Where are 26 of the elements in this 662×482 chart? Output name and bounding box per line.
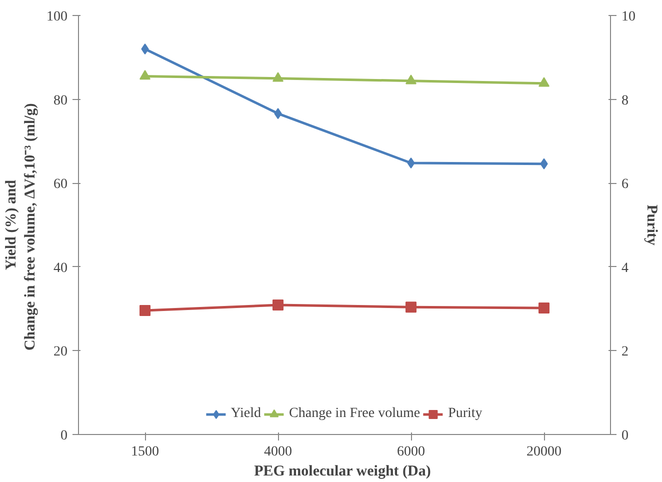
- x-tick-label: 1500: [131, 444, 159, 460]
- legend-label: Purity: [448, 406, 482, 422]
- y2-tick-label: 10: [622, 10, 636, 24]
- y-tick-label: 20: [54, 344, 68, 360]
- y2-axis-title: Purity: [644, 204, 660, 246]
- x-tick-label: 6000: [397, 444, 425, 460]
- y2-tick-label: 6: [622, 177, 628, 192]
- legend-label: Change in Free volume: [289, 406, 420, 422]
- point: [272, 72, 284, 82]
- y2-tick-label: 8: [622, 93, 628, 108]
- y-tick-label: 40: [54, 260, 68, 276]
- x-tick-label: 20000: [526, 444, 562, 460]
- y-axis-title: Yield (%) and Change in free volume, ΔVf,10⁻³ (ml/g): [3, 103, 38, 351]
- point: [406, 74, 416, 84]
- point: [140, 70, 150, 80]
- y2-tick-label: 0: [622, 428, 628, 444]
- point: [538, 77, 550, 87]
- y-tick-label: 100: [46, 10, 68, 24]
- x-axis-title: PEG molecular weight (Da): [254, 464, 431, 480]
- y-tick-label: 80: [54, 93, 68, 108]
- y-tick-label: 0: [60, 428, 68, 444]
- y2-tick-label: 2: [622, 344, 628, 360]
- x-tick-label: 4000: [264, 444, 292, 460]
- legend-label: Yield: [230, 406, 262, 422]
- y2-tick-label: 4: [622, 260, 628, 276]
- y-tick-label: 60: [54, 177, 68, 192]
